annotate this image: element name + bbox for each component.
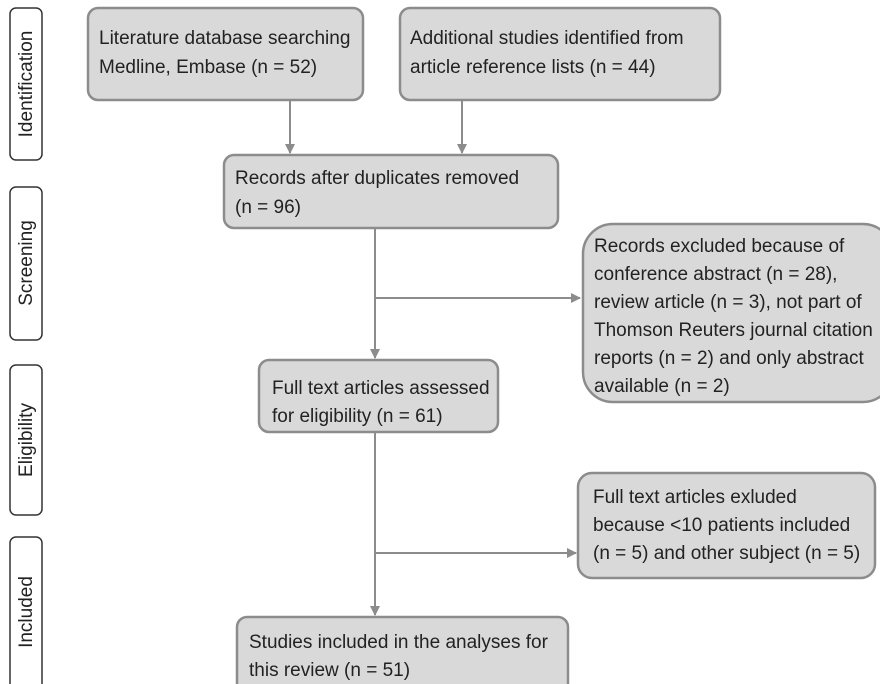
node-box: [581, 222, 880, 404]
stage-label: Identification: [16, 31, 37, 138]
stage-box: [9, 186, 43, 341]
node-box: [398, 6, 722, 102]
node-text: this review (n = 51): [249, 660, 410, 681]
node-text: Additional studies identified from: [410, 28, 684, 49]
node-text: because <10 patients included: [593, 515, 850, 536]
node-text: Literature database searching: [99, 28, 350, 49]
stage-label: Eligibility: [16, 403, 37, 477]
node-text: Full text articles assessed: [272, 378, 490, 399]
node-text: reports (n = 2) and only abstract: [594, 348, 865, 369]
node-box: [576, 471, 877, 580]
node-text: Studies included in the analyses for: [249, 632, 549, 653]
node-text: (n = 96): [235, 197, 301, 218]
node-text: Thomson Reuters journal citation: [594, 320, 873, 341]
node-box: [257, 358, 500, 434]
node-text: (n = 5) and other subject (n = 5): [593, 543, 860, 564]
node-box: [86, 6, 365, 102]
stage-label: Included: [16, 576, 37, 648]
node-text: Records after duplicates removed: [235, 168, 519, 189]
stage-box: [9, 536, 43, 684]
node-text: review article (n = 3), not part of: [594, 292, 862, 313]
node-text: Records excluded because of: [594, 236, 845, 257]
node-text: conference abstract (n = 28),: [594, 264, 837, 285]
node-text: article reference lists (n = 44): [410, 57, 656, 78]
node-text: Medline, Embase (n = 52): [99, 57, 317, 78]
node-text: Full text articles exluded: [593, 487, 797, 508]
stage-box: [9, 7, 43, 161]
node-text: for eligibility (n = 61): [272, 406, 443, 427]
node-text: available (n = 2): [594, 376, 730, 397]
stage-box: [9, 364, 43, 516]
node-box: [222, 153, 560, 230]
node-box: [235, 615, 570, 684]
stage-label: Screening: [16, 220, 37, 306]
